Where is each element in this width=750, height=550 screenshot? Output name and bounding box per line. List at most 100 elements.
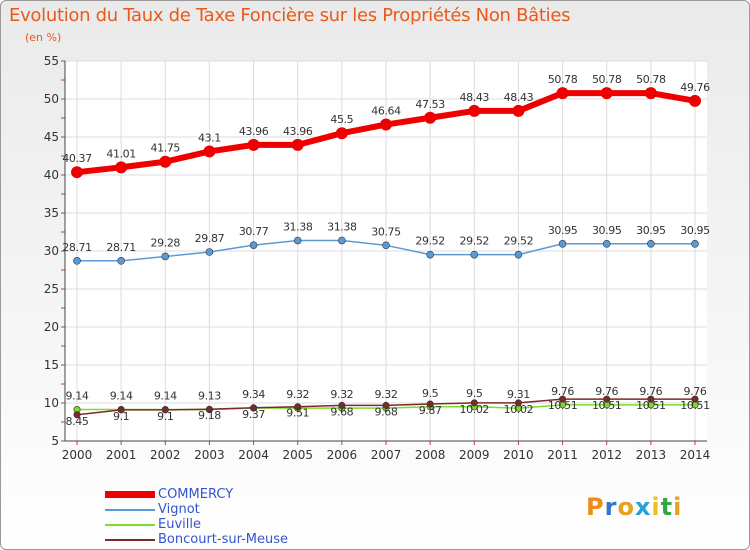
data-label-commercy: 50.78 (592, 73, 622, 86)
data-point-vignot (338, 236, 346, 245)
y-tick-label: 35 (44, 206, 59, 220)
data-label-commercy: 43.1 (198, 131, 221, 144)
data-point-boncourt-sur-meuse (382, 401, 390, 409)
data-label-vignot: 28.71 (106, 241, 136, 254)
data-label-vignot: 30.75 (371, 225, 401, 238)
y-tick-label: 10 (44, 396, 59, 410)
data-point-commercy (600, 87, 613, 100)
data-label-commercy: 43.96 (283, 125, 313, 138)
data-point-commercy (644, 87, 657, 100)
data-label-euville: 9.34 (242, 388, 265, 401)
data-point-commercy (380, 118, 392, 131)
data-label-boncourt-sur-meuse: 9.68 (375, 405, 398, 418)
data-point-boncourt-sur-meuse (205, 405, 213, 413)
data-point-boncourt-sur-meuse (647, 395, 655, 403)
legend: COMMERCY Vignot Euville Boncourt-sur-Meuse (105, 487, 288, 547)
y-tick-label: 25 (44, 282, 59, 296)
data-label-vignot: 30.95 (636, 224, 666, 237)
y-tick-label: 30 (44, 244, 59, 258)
legend-item: Vignot (105, 502, 288, 517)
data-label-euville: 9.5 (422, 387, 439, 400)
data-point-boncourt-sur-meuse (603, 395, 611, 403)
data-point-boncourt-sur-meuse (691, 395, 699, 403)
data-point-vignot (382, 241, 390, 250)
data-point-vignot (293, 236, 302, 245)
x-tick-label: 2001 (106, 448, 137, 462)
brand-letter: i (651, 493, 661, 521)
legend-swatch (105, 508, 155, 511)
brand-letter: t (660, 493, 674, 521)
legend-swatch (105, 523, 155, 526)
brand-letter: P (586, 493, 605, 521)
x-tick-label: 2010 (503, 448, 534, 462)
data-label-euville: 9.31 (507, 388, 530, 401)
data-label-commercy: 47.53 (415, 98, 445, 111)
data-label-vignot: 29.52 (504, 235, 534, 248)
x-tick-label: 2002 (150, 448, 181, 462)
data-label-boncourt-sur-meuse: 9.51 (286, 407, 309, 420)
data-point-vignot (602, 239, 611, 248)
legend-item: Euville (105, 517, 288, 532)
brand-letter: x (634, 493, 652, 521)
data-label-commercy: 48.43 (460, 91, 490, 104)
data-label-boncourt-sur-meuse: 10.51 (680, 399, 710, 412)
data-label-euville: 9.76 (684, 385, 707, 398)
data-point-vignot (647, 239, 655, 248)
legend-label: COMMERCY (158, 487, 234, 502)
data-label-vignot: 29.87 (195, 232, 225, 245)
data-label-euville: 9.76 (595, 385, 618, 398)
data-point-boncourt-sur-meuse (250, 404, 258, 412)
data-label-commercy: 41.01 (106, 147, 136, 160)
legend-swatch (105, 491, 155, 498)
data-label-vignot: 29.28 (151, 236, 181, 249)
data-point-vignot (249, 241, 258, 249)
chart-unit-label: (en %) (25, 31, 62, 44)
data-label-boncourt-sur-meuse: 9.87 (419, 404, 442, 417)
data-point-commercy (247, 138, 260, 151)
x-tick-label: 2012 (591, 448, 622, 462)
data-label-vignot: 31.38 (283, 221, 313, 234)
data-label-vignot: 29.52 (460, 235, 490, 248)
x-tick-label: 2011 (547, 448, 578, 462)
data-label-boncourt-sur-meuse: 8.45 (66, 415, 89, 428)
data-point-boncourt-sur-meuse (514, 399, 522, 407)
data-label-boncourt-sur-meuse: 10.02 (504, 403, 534, 416)
data-point-commercy (424, 111, 437, 124)
x-tick-label: 2006 (327, 448, 358, 462)
data-label-euville: 9.5 (466, 387, 483, 400)
data-label-vignot: 28.71 (62, 241, 92, 254)
data-label-commercy: 46.64 (371, 105, 401, 118)
data-label-boncourt-sur-meuse: 9.1 (157, 410, 173, 423)
y-tick-label: 20 (44, 320, 59, 334)
data-point-commercy (512, 104, 525, 117)
data-label-euville: 9.14 (110, 390, 133, 403)
x-tick-label: 2004 (238, 448, 269, 462)
data-label-boncourt-sur-meuse: 10.51 (592, 399, 622, 412)
data-label-commercy: 50.78 (636, 73, 666, 86)
data-label-vignot: 29.52 (415, 235, 445, 248)
y-tick-label: 55 (44, 54, 59, 68)
data-label-euville: 9.32 (286, 388, 309, 401)
data-label-vignot: 30.95 (592, 224, 622, 237)
data-label-vignot: 30.77 (239, 225, 269, 238)
data-label-euville: 9.32 (375, 388, 398, 401)
data-point-commercy (291, 138, 304, 151)
y-tick-label: 5 (51, 434, 59, 448)
data-point-commercy (71, 166, 83, 179)
data-point-boncourt-sur-meuse (294, 403, 302, 411)
data-point-vignot (73, 257, 81, 265)
x-tick-label: 2003 (194, 448, 225, 462)
legend-item: COMMERCY (105, 487, 288, 502)
data-point-commercy (115, 161, 128, 174)
legend-label: Euville (158, 517, 201, 532)
data-point-vignot (470, 250, 479, 259)
data-point-vignot (691, 239, 699, 248)
brand-letter: i (673, 493, 683, 521)
legend-label: Boncourt-sur-Meuse (158, 532, 289, 547)
proxiti-logo: Proxiti (586, 493, 682, 521)
x-tick-label: 2000 (62, 448, 93, 462)
data-label-commercy: 43.96 (239, 125, 269, 138)
data-point-boncourt-sur-meuse (73, 411, 81, 419)
y-tick-label: 15 (44, 358, 59, 372)
data-point-boncourt-sur-meuse (117, 406, 125, 414)
